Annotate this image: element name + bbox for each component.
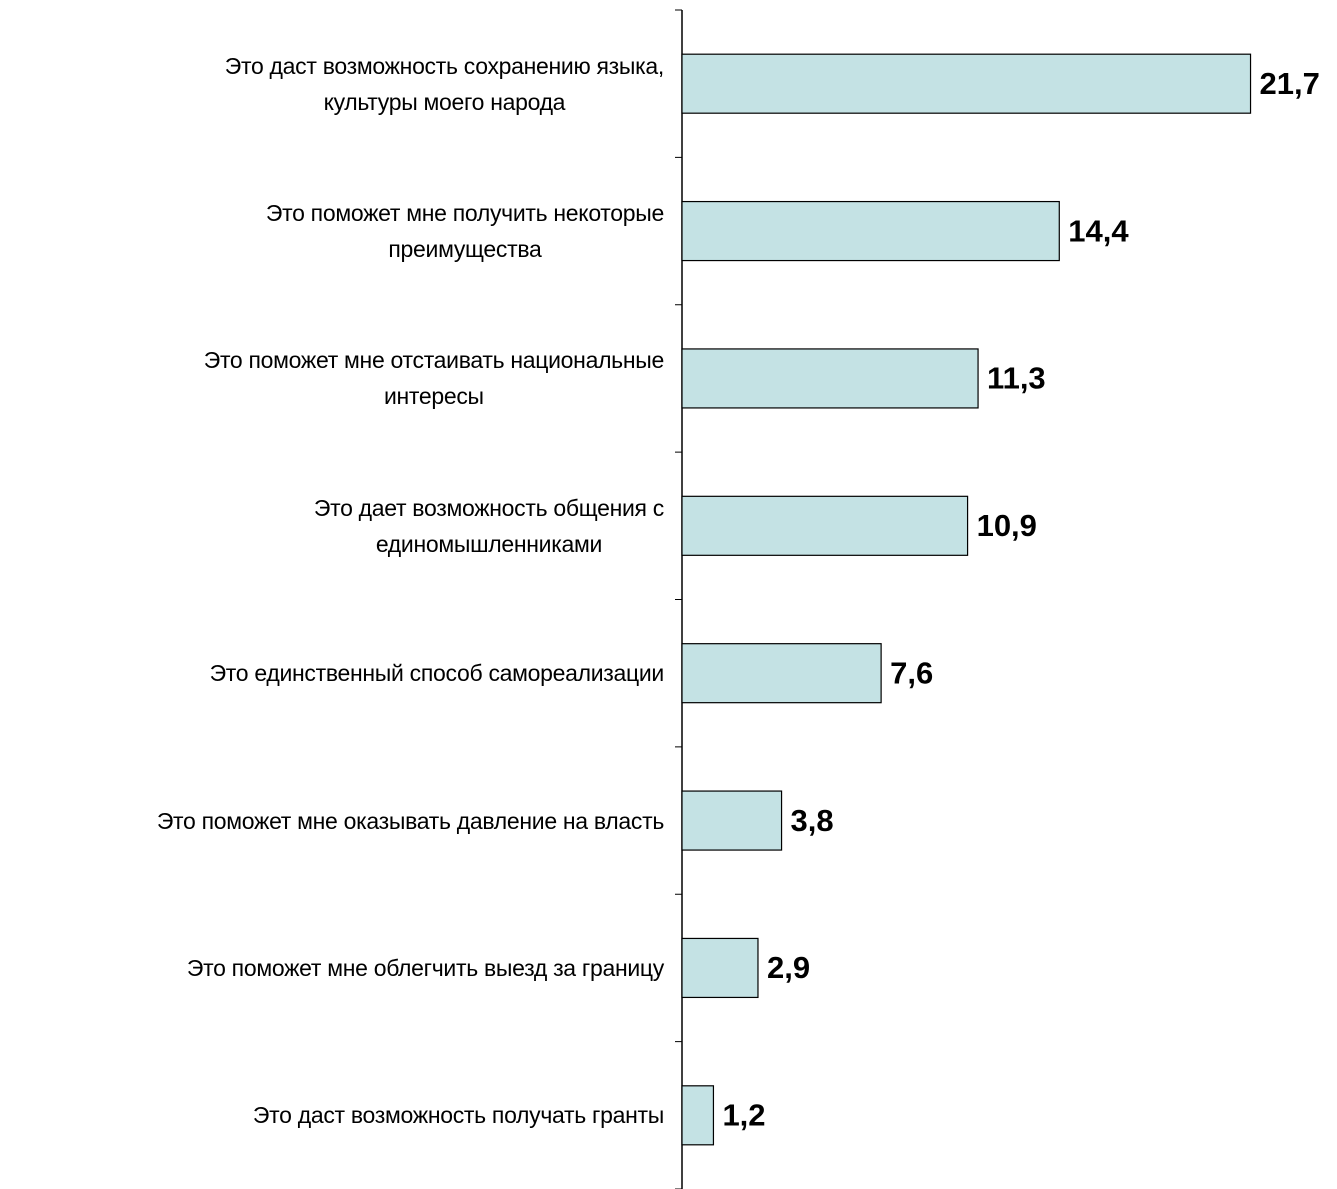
category-label: Это поможет мне оказывать давление на вл… bbox=[156, 807, 664, 834]
bar bbox=[681, 1085, 715, 1146]
category-label-box: Это даст возможность сохранению языка, к… bbox=[0, 10, 665, 157]
category-label-box: Это поможет мне оказывать давление на вл… bbox=[0, 747, 664, 894]
category-label: Это даст возможность получать гранты bbox=[252, 1102, 664, 1129]
category-label-box: Это поможет мне получить некоторые преим… bbox=[0, 157, 664, 304]
bar bbox=[681, 937, 759, 999]
bar bbox=[681, 348, 979, 409]
value-label: 2,9 bbox=[767, 950, 810, 985]
value-label: 7,6 bbox=[890, 655, 933, 690]
category-label: Это поможет мне отстаивать национальные … bbox=[203, 347, 665, 410]
value-label: 21,7 bbox=[1260, 66, 1320, 101]
value-label: 14,4 bbox=[1068, 213, 1129, 248]
category-label: Это поможет мне получить некоторые преим… bbox=[265, 200, 664, 263]
value-label: 11,3 bbox=[987, 361, 1046, 396]
category-label: Это даст возможность сохранению языка, к… bbox=[224, 52, 665, 115]
category-label-box: Это поможет мне облегчить выезд за грани… bbox=[0, 894, 664, 1041]
value-label: 10,9 bbox=[977, 508, 1037, 543]
value-label: 3,8 bbox=[791, 803, 834, 838]
bar bbox=[681, 200, 1060, 262]
value-label: 1,2 bbox=[722, 1098, 765, 1133]
category-label: Это единственный способ самореализации bbox=[209, 660, 665, 687]
category-label-box: Это даст возможность получать гранты bbox=[0, 1042, 664, 1189]
bar bbox=[681, 790, 783, 851]
category-label-box: Это дает возможность общения с единомышл… bbox=[0, 452, 664, 599]
category-label-box: Это поможет мне отстаивать национальные … bbox=[0, 305, 665, 452]
bar bbox=[681, 495, 969, 556]
bar bbox=[681, 643, 882, 704]
category-label: Это дает возможность общения с единомышл… bbox=[313, 494, 664, 557]
category-label-box: Это единственный способ самореализации bbox=[0, 600, 665, 747]
bar bbox=[681, 53, 1252, 114]
category-label: Это поможет мне облегчить выезд за грани… bbox=[186, 954, 664, 981]
